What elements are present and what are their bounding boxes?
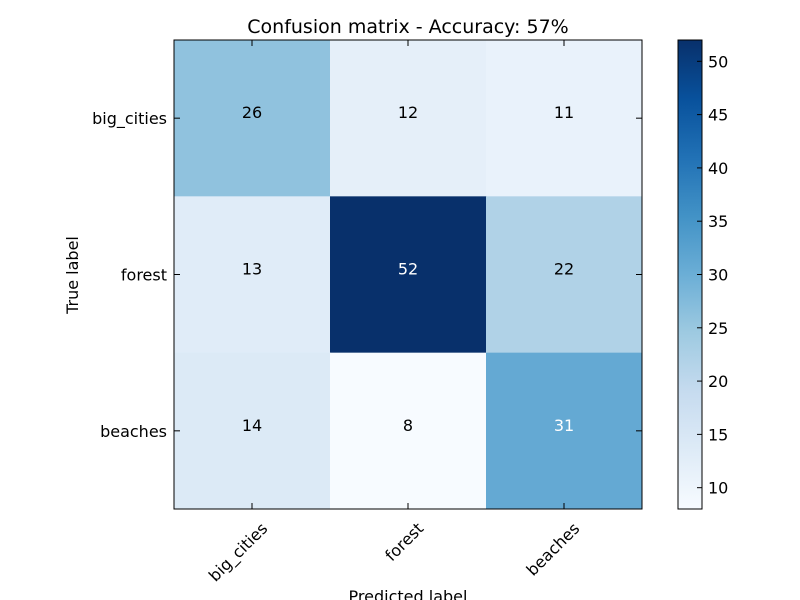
cell-value-label: 22 (554, 260, 574, 279)
heatmap-cell (174, 196, 331, 354)
x-tick-label: forest (381, 519, 427, 565)
heatmap-cell (174, 352, 331, 510)
colorbar-tick-label: 10 (708, 479, 728, 498)
colorbar-tick-label: 20 (708, 372, 728, 391)
colorbar-ticks: 10 15 20 25 30 35 40 45 50 (697, 52, 728, 498)
cell-value-label: 31 (554, 416, 574, 435)
x-tick-label: big_cities (205, 519, 272, 586)
cell-value-label: 11 (554, 103, 574, 122)
colorbar-tick-label: 35 (708, 212, 728, 231)
x-axis-title: Predicted label (349, 587, 468, 600)
colorbar-tick-label: 30 (708, 266, 728, 285)
chart-title: Confusion matrix - Accuracy: 57% (247, 16, 568, 38)
heatmap-cell (486, 196, 643, 354)
heatmap-cell (330, 196, 487, 354)
heatmap-cell (330, 352, 487, 510)
heatmap-cells (174, 40, 643, 510)
x-tick-label: beaches (523, 519, 584, 580)
cell-value-label: 52 (398, 260, 418, 279)
y-tick-label: beaches (100, 422, 167, 441)
cell-value-label: 8 (403, 416, 413, 435)
y-tick-label: forest (121, 266, 167, 285)
y-axis-title: True label (63, 236, 82, 315)
colorbar-tick-label: 40 (708, 159, 728, 178)
heatmap-cell (486, 352, 643, 510)
heatmap-cell (174, 40, 331, 197)
colorbar-tick-label: 50 (708, 52, 728, 71)
cell-value-label: 26 (242, 103, 262, 122)
colorbar-tick-label: 45 (708, 106, 728, 125)
heatmap-cell-labels: 26 12 11 13 52 22 14 8 31 (242, 103, 574, 435)
heatmap-cell (486, 40, 643, 197)
heatmap-cell (330, 40, 487, 197)
colorbar-tick-label: 15 (708, 425, 728, 444)
cell-value-label: 14 (242, 416, 262, 435)
cell-value-label: 12 (398, 103, 418, 122)
cell-value-label: 13 (242, 260, 262, 279)
colorbar-tick-label: 25 (708, 319, 728, 338)
y-tick-label: big_cities (92, 109, 167, 129)
